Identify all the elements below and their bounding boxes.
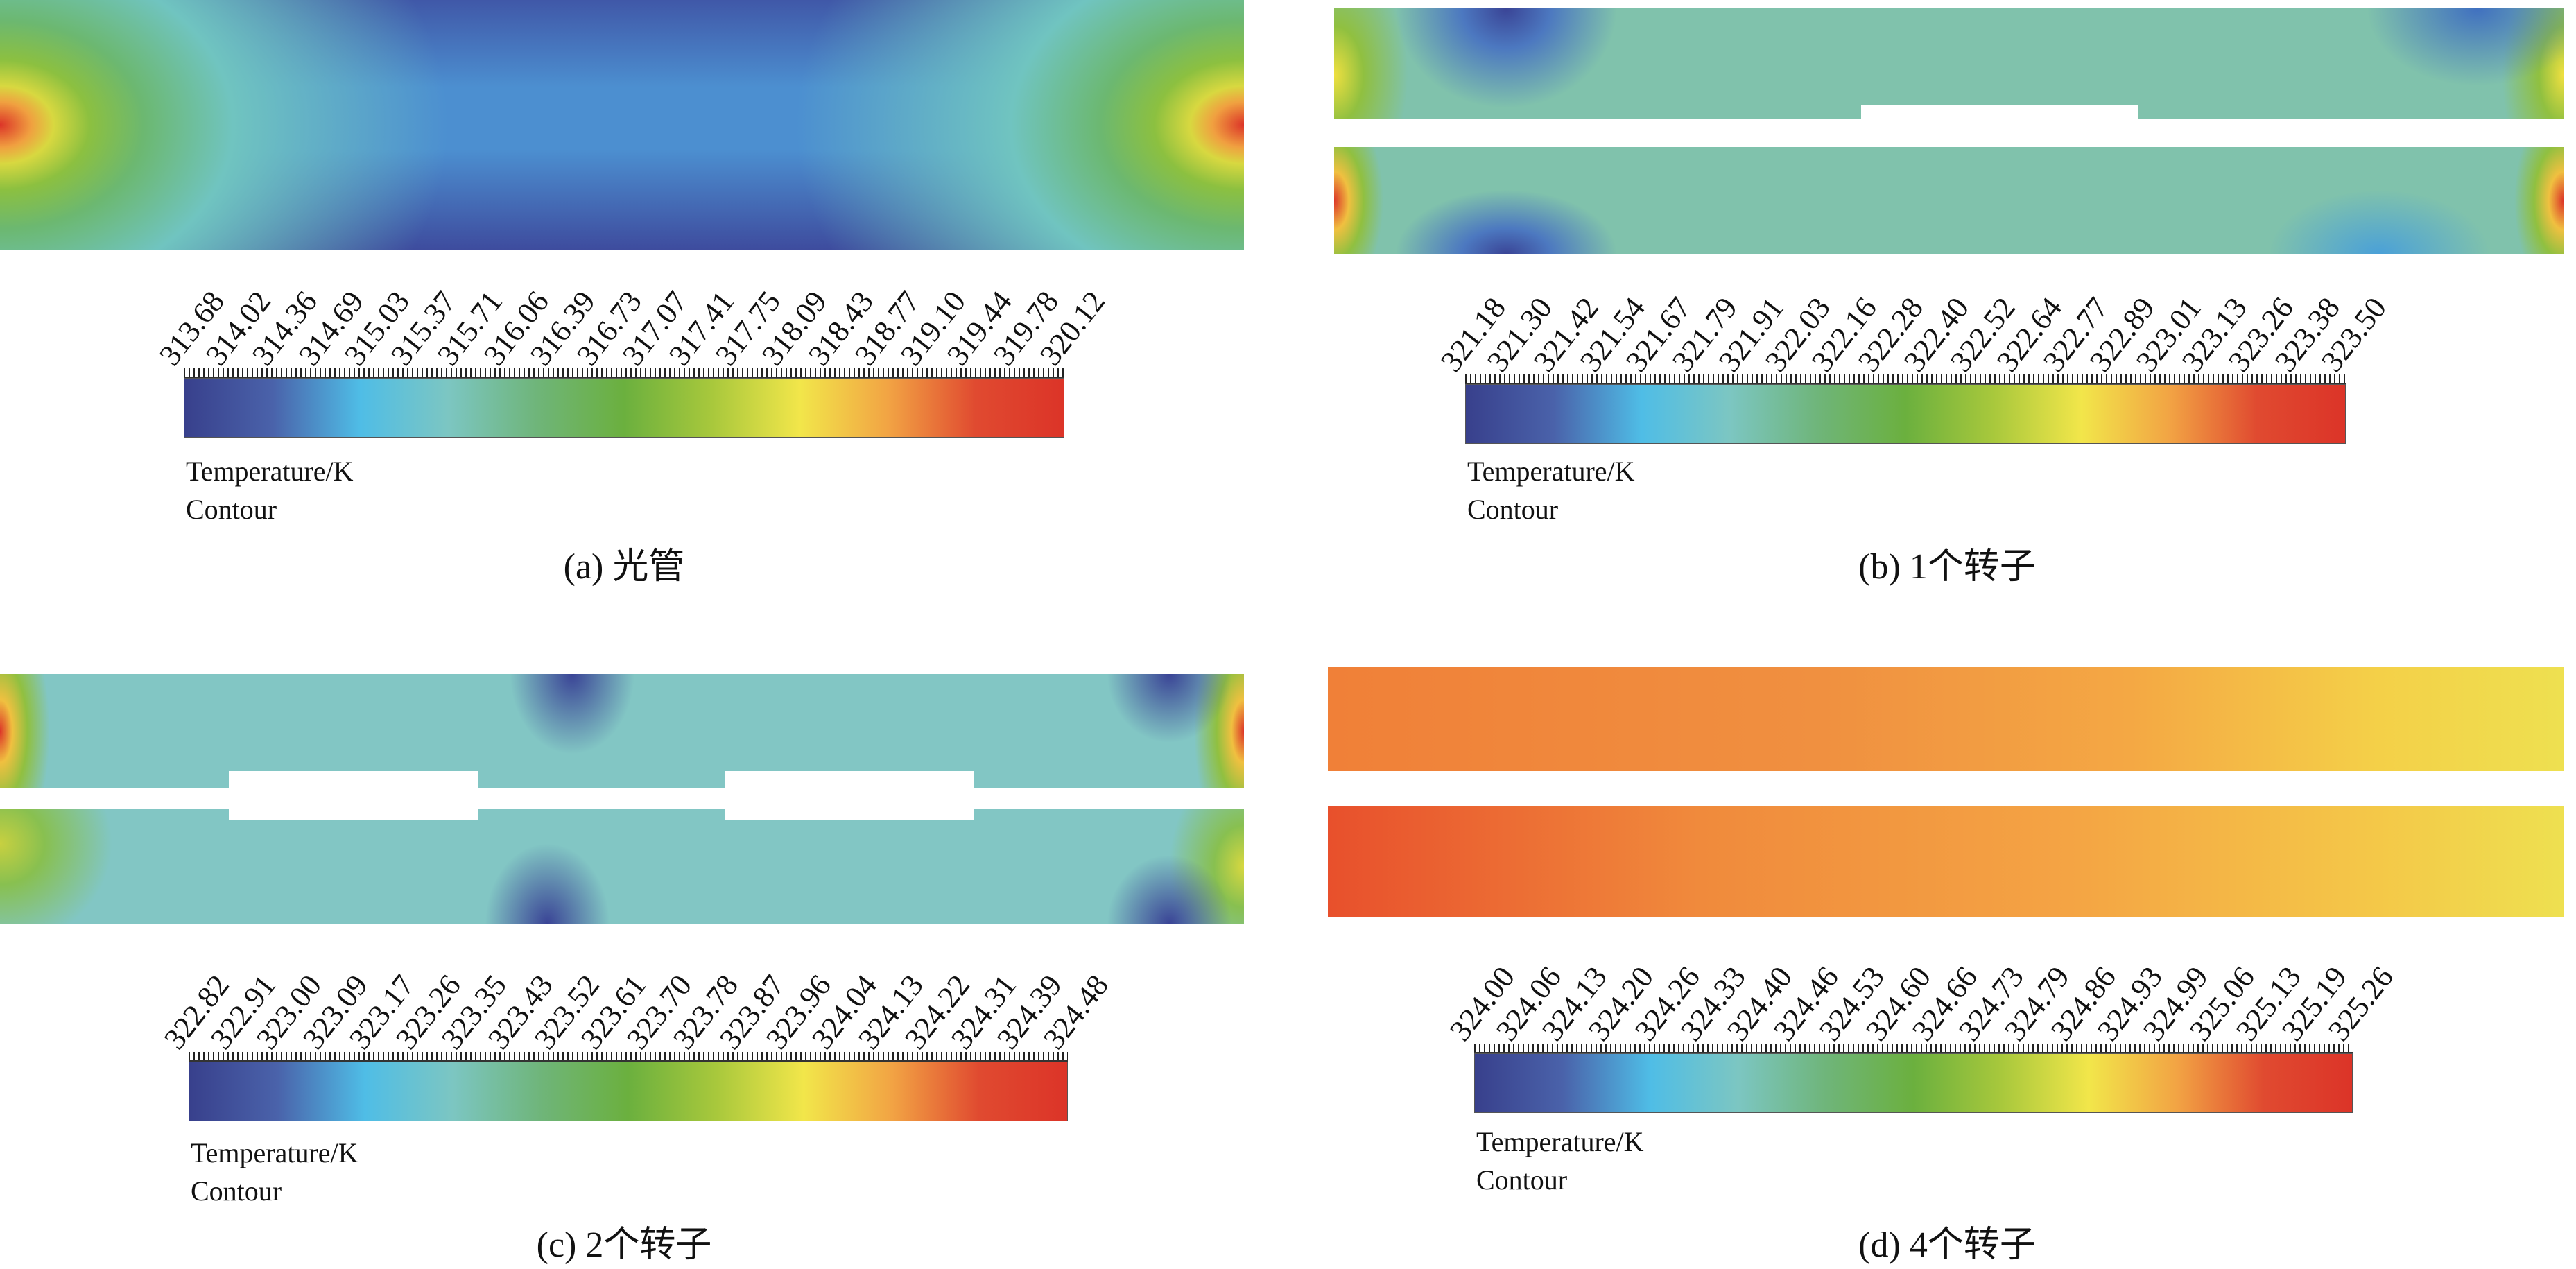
caption: (a) 光管 — [563, 547, 685, 587]
lower-channel — [1334, 147, 2564, 254]
upper-channel — [1334, 8, 2564, 119]
colorbar: 322.82 322.91 323.00 323.09 323.17 323.26 323.… — [157, 969, 1115, 1121]
lower-channel — [1328, 806, 2564, 917]
temperature-contour-4-rotors — [1328, 667, 2564, 917]
lower-channel — [0, 809, 1244, 924]
caption: (b) 1个转子 — [1858, 547, 2036, 587]
colorbar-ticks — [184, 368, 1064, 378]
legend-subtitle: Contour — [1476, 1164, 1568, 1195]
colorbar-gradient — [1474, 1053, 2353, 1113]
colorbar: 321.18 321.30 321.42 321.54 321.67 321.79 321.… — [1434, 291, 2393, 444]
temperature-contour-plain-tube — [0, 0, 1244, 250]
colorbar-ticks — [1465, 374, 2346, 384]
colorbar-gradient — [189, 1062, 1068, 1121]
legend-title: Temperature/K — [1476, 1126, 1644, 1157]
upper-channel — [1328, 667, 2564, 771]
legend-subtitle: Contour — [186, 494, 277, 525]
temperature-contour-2-rotors — [0, 674, 1244, 924]
temperature-contour-1-rotor — [1334, 8, 2564, 254]
colorbar-ticks — [1474, 1044, 2353, 1053]
caption: (d) 4个转子 — [1858, 1225, 2036, 1265]
legend-title: Temperature/K — [1467, 456, 1635, 487]
upper-channel — [0, 674, 1244, 788]
colorbar-gradient — [184, 378, 1064, 438]
legend-subtitle: Contour — [1467, 494, 1559, 525]
rotor-gap — [229, 771, 478, 820]
legend-subtitle: Contour — [191, 1175, 282, 1207]
caption: (c) 2个转子 — [536, 1225, 712, 1265]
rotor-gap — [1328, 771, 2564, 806]
rotor-gap — [1861, 105, 2138, 147]
legend-title: Temperature/K — [191, 1137, 358, 1168]
colorbar-gradient — [1465, 384, 2346, 444]
colorbar-ticks — [189, 1052, 1068, 1062]
rotor-gap — [725, 771, 974, 820]
legend-title: Temperature/K — [186, 456, 354, 487]
colorbar: 324.00 324.06 324.13 324.20 324.26 324.33 324.… — [1443, 960, 2400, 1113]
colorbar: 313.68 314.02 314.36 314.69 315.03 315.37 315.… — [153, 285, 1112, 438]
